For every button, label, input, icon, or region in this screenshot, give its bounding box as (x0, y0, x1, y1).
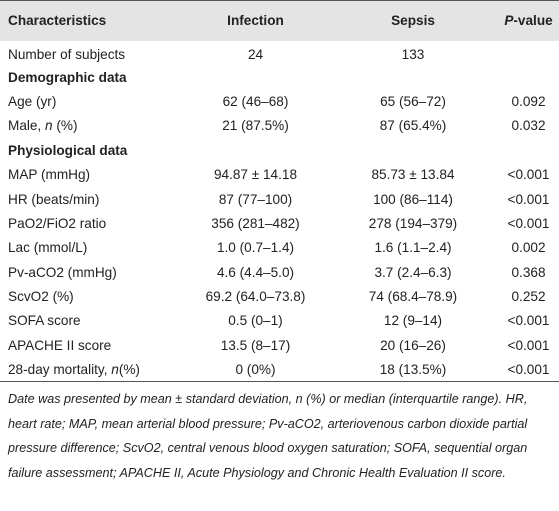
row-label: Pv-aCO2 (mmHg) (8, 264, 117, 280)
row-label: PaO2/FiO2 ratio (8, 215, 107, 231)
column-header: Characteristics (8, 13, 107, 29)
cell: 94.87 ± 14.18 (213, 167, 298, 183)
data-row: Male, n (%) 21 (87.5%) 87 (65.4%) 0.032 (0, 114, 559, 138)
cell: 356 (281–482) (211, 215, 300, 231)
cell: 0.252 (511, 289, 546, 305)
cell: 18 (13.5%) (379, 362, 447, 378)
cell (328, 65, 498, 89)
text-segment: 28-day mortality, (8, 362, 112, 378)
cell: <0.001 (507, 167, 550, 183)
cell: 13.5 (8–17) (220, 337, 291, 353)
cell: 24 (247, 47, 264, 63)
cell: 4.6 (4.4–5.0) (216, 264, 295, 280)
data-table: Characteristics Infection Sepsis P-value Nu… (0, 0, 559, 383)
data-row: Number of subjects 24 133 (0, 41, 559, 65)
cell: 69.2 (64.0–73.8) (205, 289, 306, 305)
row-label: Male, n (%) (0, 114, 183, 138)
data-row: APACHE II score 13.5 (8–17) 20 (16–26) <0.0… (0, 333, 559, 357)
text-segment: (%) (118, 362, 140, 378)
cell (498, 138, 559, 162)
text-segment: (%) (52, 118, 78, 134)
data-row: Age (yr) 62 (46–68) 65 (56–72) 0.092 (0, 89, 559, 113)
cell: 0.368 (511, 264, 546, 280)
data-row: SOFA score 0.5 (0–1) 12 (9–14) <0.001 (0, 309, 559, 333)
cell (328, 138, 498, 162)
cell: 0.032 (511, 118, 546, 134)
section-row: Demographic data (0, 65, 559, 89)
cell: 1.6 (1.1–2.4) (374, 240, 452, 256)
cell: 74 (68.4–78.9) (368, 289, 458, 305)
cell: 0.002 (511, 240, 546, 256)
cell: 278 (194–379) (368, 215, 458, 231)
data-row: Pv-aCO2 (mmHg) 4.6 (4.4–5.0) 3.7 (2.4–6.3)… (0, 260, 559, 284)
text-segment: -value (513, 13, 553, 29)
cell: 21 (87.5%) (222, 118, 289, 134)
data-row: HR (beats/min) 87 (77–100) 100 (86–114) <0.… (0, 187, 559, 211)
cell: 12 (9–14) (383, 313, 443, 329)
cell: 87 (65.4%) (379, 118, 447, 134)
cell: 133 (401, 47, 425, 63)
cell (183, 65, 328, 89)
row-label: Number of subjects (8, 47, 126, 63)
cell: 0 (0%) (235, 362, 276, 378)
cell (498, 65, 559, 89)
row-label: APACHE II score (8, 337, 112, 353)
text-segment: P (504, 13, 514, 29)
cell (498, 41, 559, 65)
table-header: Characteristics Infection Sepsis P-value (0, 0, 559, 41)
cell: <0.001 (507, 313, 550, 329)
cell: 100 (86–114) (373, 191, 453, 207)
data-row: ScvO2 (%) 69.2 (64.0–73.8) 74 (68.4–78.9) 0… (0, 284, 559, 308)
cell: <0.001 (507, 362, 550, 378)
footnote: Date was presented by mean ± standard de… (8, 392, 528, 480)
cell: 62 (46–68) (222, 93, 289, 109)
text-segment: Male, (8, 118, 46, 134)
row-label: HR (beats/min) (8, 191, 100, 207)
row-label: Lac (mmol/L) (8, 240, 88, 256)
cell: <0.001 (507, 215, 550, 231)
table-body: Number of subjects 24 133 Demographic data A… (0, 41, 559, 382)
row-label: Demographic data (8, 69, 127, 85)
text-segment: n (111, 362, 119, 378)
column-header: Sepsis (391, 13, 435, 29)
data-row: PaO2/FiO2 ratio 356 (281–482) 278 (194–379… (0, 211, 559, 235)
cell: 0.5 (0–1) (228, 313, 283, 329)
data-row: Lac (mmol/L) 1.0 (0.7–1.4) 1.6 (1.1–2.4) 0.… (0, 236, 559, 260)
data-row: MAP (mmHg) 94.87 ± 14.18 85.73 ± 13.84 <0.0… (0, 162, 559, 186)
cell: 85.73 ± 13.84 (371, 167, 455, 183)
text-segment: n (45, 118, 53, 134)
row-label: MAP (mmHg) (8, 167, 91, 183)
cell: <0.001 (507, 191, 550, 207)
cell: 1.0 (0.7–1.4) (216, 240, 295, 256)
column-header: Infection (227, 13, 284, 29)
row-label: ScvO2 (%) (8, 289, 74, 305)
column-header: P-value (498, 1, 559, 41)
cell: 65 (56–72) (380, 93, 446, 109)
row-label: Physiological data (8, 142, 128, 158)
header-row: Characteristics Infection Sepsis P-value (0, 0, 559, 41)
cell: 87 (77–100) (218, 191, 293, 207)
cell (183, 138, 328, 162)
section-row: Physiological data (0, 138, 559, 162)
cell: 3.7 (2.4–6.3) (374, 264, 452, 280)
cell: <0.001 (507, 337, 550, 353)
row-label: Age (yr) (8, 93, 57, 109)
cell: 0.092 (511, 93, 546, 109)
data-row: 28-day mortality, n(%) 0 (0%) 18 (13.5%) <0… (0, 358, 559, 382)
cell: 20 (16–26) (380, 337, 446, 353)
row-label: SOFA score (8, 313, 81, 329)
row-label: 28-day mortality, n(%) (0, 358, 183, 382)
